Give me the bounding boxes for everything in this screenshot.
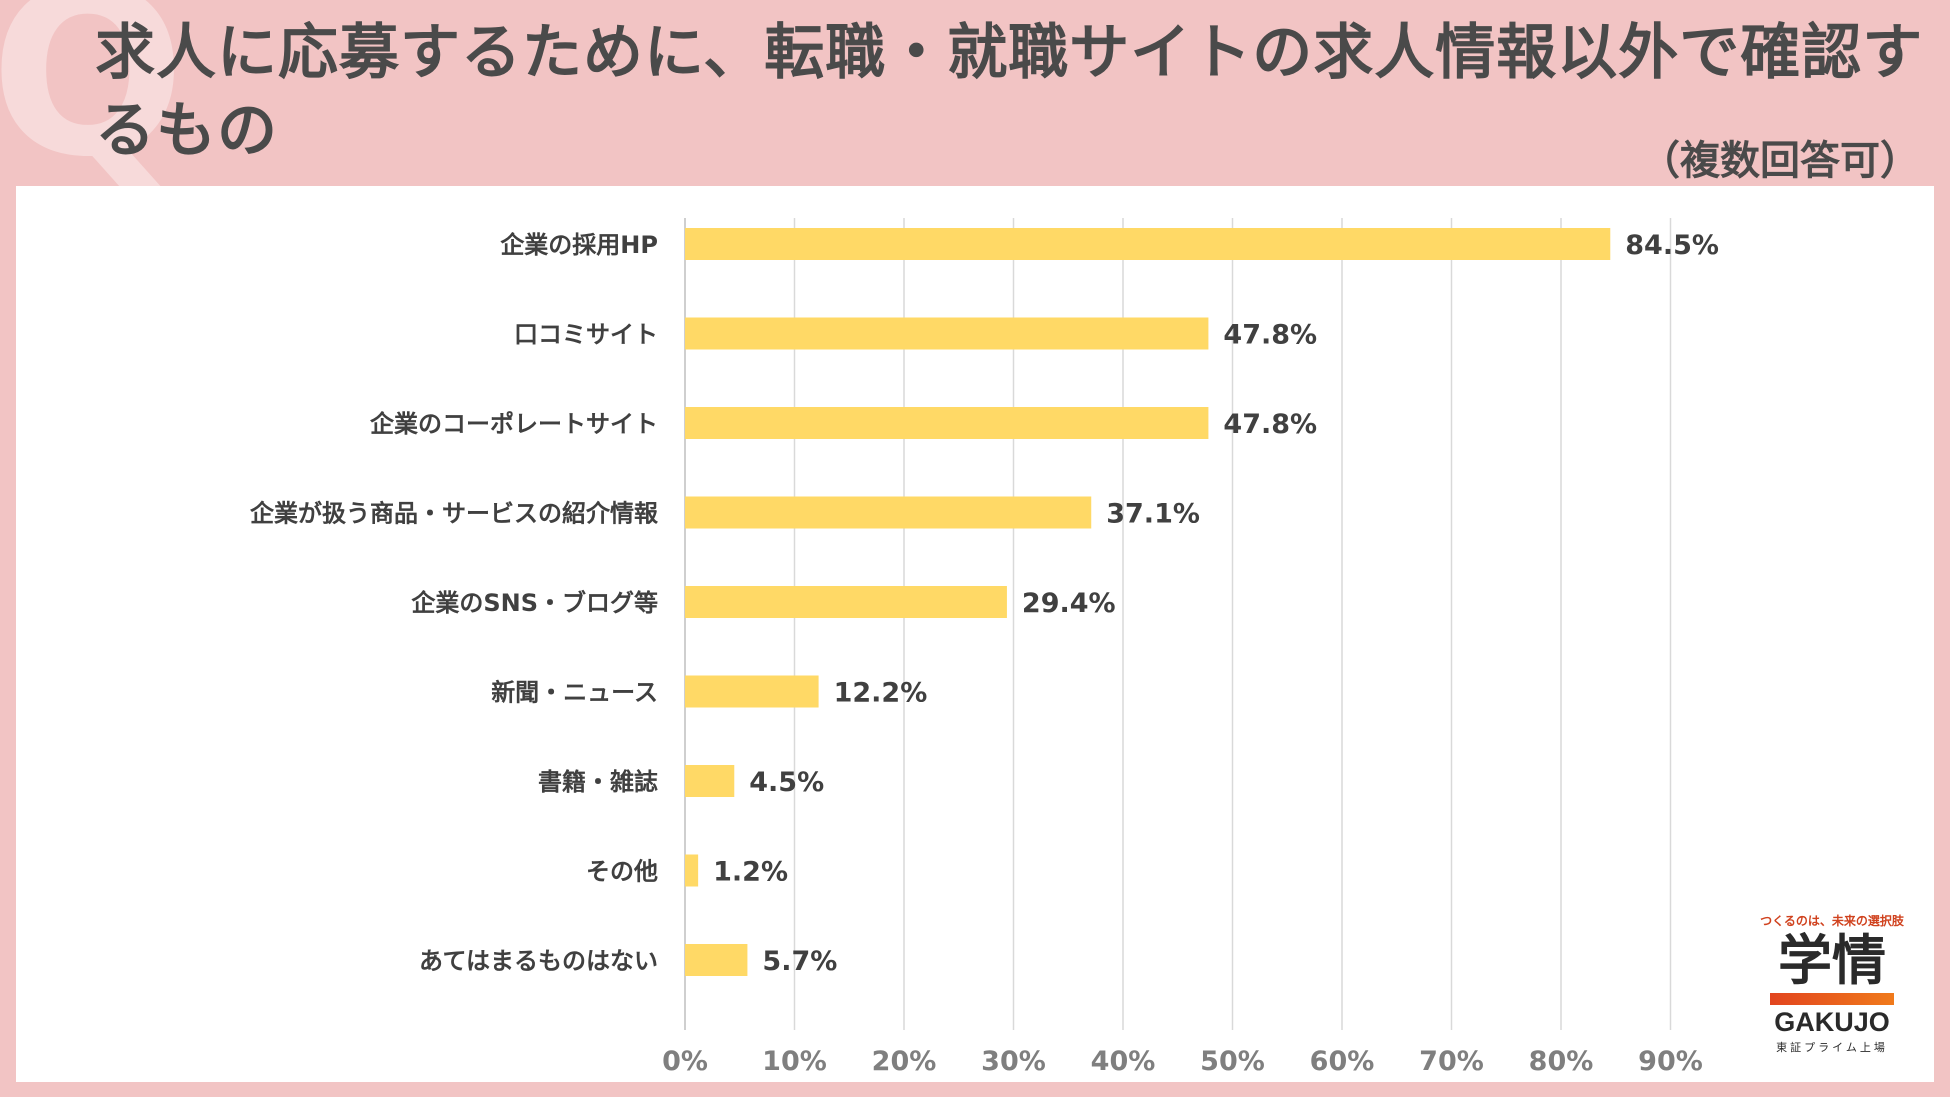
x-tick-label: 70% <box>1419 1046 1484 1077</box>
bar <box>685 675 819 708</box>
category-label: 口コミサイト <box>514 321 658 349</box>
bar <box>685 407 1209 439</box>
logo-color-bar <box>1770 993 1894 1005</box>
category-label: あてはまるものはない <box>419 947 658 975</box>
category-label: 新聞・ニュース <box>491 679 658 707</box>
data-label: 47.8% <box>1223 409 1317 440</box>
x-tick-label: 80% <box>1529 1046 1594 1077</box>
x-tick-label: 10% <box>762 1046 827 1077</box>
data-label: 1.2% <box>713 857 788 888</box>
gakujo-logo: つくるのは、未来の選択肢 学情 GAKUJO 東証プライム上場 <box>1752 912 1912 1055</box>
bar <box>685 228 1611 260</box>
bar <box>685 317 1209 350</box>
bar <box>685 854 699 887</box>
data-label: 5.7% <box>762 946 837 977</box>
x-tick-label: 30% <box>981 1046 1046 1077</box>
decor-q-letter: Q <box>0 0 186 208</box>
category-label: 企業のSNS・ブログ等 <box>411 589 658 617</box>
data-label: 4.5% <box>749 767 824 798</box>
category-label: 書籍・雑誌 <box>538 768 658 796</box>
data-label: 12.2% <box>834 678 928 709</box>
logo-tagline: つくるのは、未来の選択肢 <box>1760 914 1904 928</box>
x-tick-label: 40% <box>1091 1046 1156 1077</box>
logo-kanji: 学情 <box>1778 929 1886 992</box>
bar <box>685 586 1007 618</box>
logo-listing: 東証プライム上場 <box>1776 1041 1888 1054</box>
x-tick-label: 0% <box>662 1046 708 1077</box>
category-label: 企業の採用HP <box>500 231 658 259</box>
bar <box>685 765 735 797</box>
x-tick-label: 20% <box>872 1046 937 1077</box>
x-tick-label: 90% <box>1638 1046 1703 1077</box>
bar <box>685 944 748 976</box>
category-label: 企業が扱う商品・サービスの紹介情報 <box>250 500 659 528</box>
data-label: 84.5% <box>1625 230 1719 261</box>
x-tick-label: 50% <box>1200 1046 1265 1077</box>
category-label: その他 <box>586 858 658 886</box>
data-label: 37.1% <box>1106 499 1200 530</box>
data-label: 47.8% <box>1223 320 1317 351</box>
category-label: 企業のコーポレートサイト <box>370 410 658 438</box>
logo-name: GAKUJO <box>1774 1007 1890 1037</box>
x-tick-label: 60% <box>1310 1046 1375 1077</box>
bar <box>685 496 1092 529</box>
data-label: 29.4% <box>1022 588 1116 619</box>
multiple-answer-note: （複数回答可） <box>1640 138 1920 184</box>
page-title: 求人に応募するために、転職・就職サイトの求人情報以外で確認するもの <box>95 18 1924 166</box>
